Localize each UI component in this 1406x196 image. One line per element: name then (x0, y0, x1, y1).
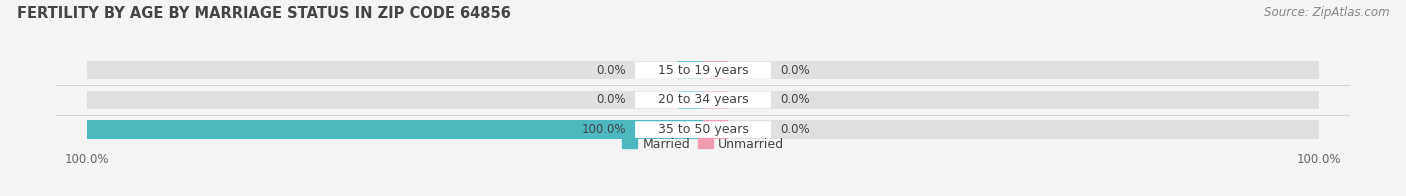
Text: 35 to 50 years: 35 to 50 years (658, 123, 748, 136)
Text: 15 to 19 years: 15 to 19 years (658, 64, 748, 77)
FancyBboxPatch shape (636, 62, 770, 79)
Bar (703, 91, 1319, 109)
Bar (87, 121, 703, 139)
Legend: Married, Unmarried: Married, Unmarried (623, 138, 783, 151)
Bar (703, 61, 1319, 79)
Bar (678, 91, 703, 109)
Text: 0.0%: 0.0% (780, 64, 810, 77)
Bar (703, 121, 728, 139)
Bar (703, 91, 728, 109)
Text: 0.0%: 0.0% (596, 93, 626, 106)
Bar (87, 61, 703, 79)
Bar (87, 91, 703, 109)
Text: 0.0%: 0.0% (780, 93, 810, 106)
Bar (703, 121, 1319, 139)
Text: Source: ZipAtlas.com: Source: ZipAtlas.com (1264, 6, 1389, 19)
Bar (87, 121, 703, 139)
FancyBboxPatch shape (636, 92, 770, 108)
Text: FERTILITY BY AGE BY MARRIAGE STATUS IN ZIP CODE 64856: FERTILITY BY AGE BY MARRIAGE STATUS IN Z… (17, 6, 510, 21)
Text: 100.0%: 100.0% (582, 123, 626, 136)
Text: 20 to 34 years: 20 to 34 years (658, 93, 748, 106)
FancyBboxPatch shape (636, 121, 770, 138)
Bar (703, 61, 728, 79)
Bar (678, 61, 703, 79)
Text: 0.0%: 0.0% (596, 64, 626, 77)
Text: 0.0%: 0.0% (780, 123, 810, 136)
